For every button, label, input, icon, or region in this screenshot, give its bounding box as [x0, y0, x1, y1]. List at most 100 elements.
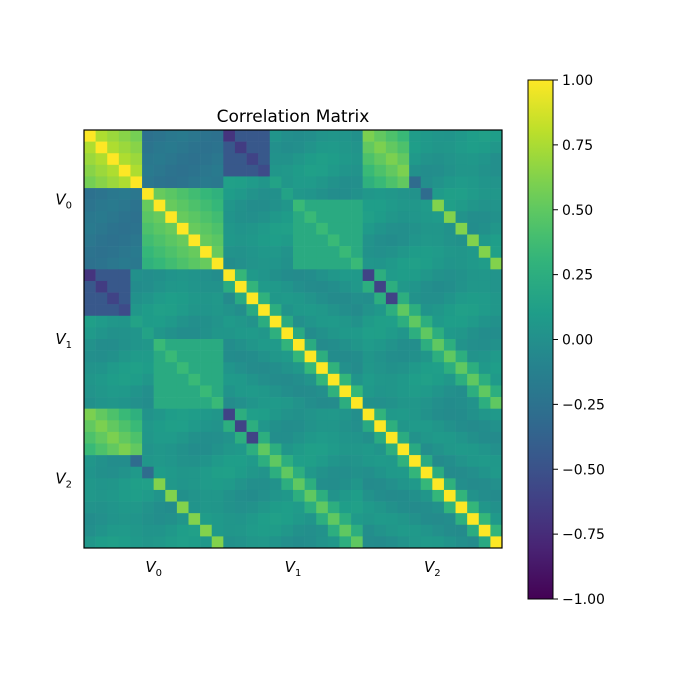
heatmap-frame	[83, 129, 503, 549]
heatmap-cell	[409, 513, 422, 526]
heatmap-cell	[490, 489, 503, 502]
heatmap-cell	[165, 141, 178, 154]
heatmap-cell	[467, 489, 480, 502]
heatmap-cell	[118, 443, 131, 456]
heatmap-cell	[188, 269, 201, 282]
heatmap-cell	[95, 524, 108, 537]
heatmap-cell	[351, 188, 363, 200]
heatmap-cell	[374, 234, 387, 247]
heatmap-cell	[397, 455, 410, 468]
heatmap-cell	[258, 501, 271, 514]
heatmap-cell	[327, 339, 340, 351]
heatmap-cell	[339, 455, 352, 468]
heatmap-cell	[316, 304, 329, 317]
heatmap-cell	[455, 455, 468, 468]
y-axis-ticks: V0 V1 V2	[55, 191, 72, 491]
heatmap-cell	[200, 153, 213, 166]
heatmap-cell	[490, 141, 503, 154]
heatmap-cell	[118, 327, 131, 340]
heatmap-cell	[409, 466, 422, 479]
heatmap-cell	[443, 292, 456, 305]
heatmap-cell	[281, 501, 294, 514]
heatmap-cell	[339, 443, 352, 456]
heatmap-cell	[467, 350, 480, 363]
heatmap-cell	[234, 455, 247, 468]
heatmap-cell	[467, 385, 480, 398]
heatmap-cell	[258, 385, 271, 398]
heatmap-cell	[188, 234, 201, 247]
heatmap-cell	[304, 304, 317, 317]
heatmap-cell	[478, 315, 491, 328]
heatmap-cell	[339, 501, 352, 514]
heatmap-cell	[432, 164, 445, 177]
heatmap-cell	[467, 443, 480, 456]
heatmap-cell	[165, 292, 178, 305]
heatmap-cell	[130, 397, 143, 409]
heatmap-cell	[385, 141, 398, 154]
heatmap-cell	[223, 339, 236, 351]
heatmap-cell	[467, 188, 480, 200]
heatmap-cell	[304, 211, 317, 224]
heatmap-cell	[339, 373, 352, 386]
heatmap-cell	[107, 513, 120, 526]
heatmap-cell	[130, 524, 143, 537]
heatmap-cell	[327, 373, 340, 386]
heatmap-cell	[490, 222, 503, 235]
heatmap-cell	[153, 489, 166, 502]
heatmap-cell	[153, 524, 166, 537]
heatmap-cell	[200, 489, 213, 502]
heatmap-cell	[107, 350, 120, 363]
heatmap-cell	[142, 269, 154, 282]
heatmap-cell	[142, 397, 154, 409]
heatmap-cell	[339, 199, 352, 212]
heatmap-cell	[385, 304, 398, 317]
heatmap-cell	[316, 513, 329, 526]
heatmap-cell	[142, 234, 154, 247]
heatmap-cell	[200, 420, 213, 433]
heatmap-cell	[293, 234, 305, 247]
heatmap-cell	[316, 397, 329, 409]
heatmap-cell	[374, 362, 387, 375]
heatmap-cell	[304, 246, 317, 259]
heatmap-cell	[234, 489, 247, 502]
heatmap-cell	[95, 211, 108, 224]
heatmap-cell	[234, 176, 247, 189]
heatmap-cell	[293, 269, 305, 282]
heatmap-cell	[443, 304, 456, 317]
heatmap-cell	[385, 408, 398, 421]
heatmap-cell	[397, 373, 410, 386]
heatmap-cell	[118, 362, 131, 375]
heatmap-cell	[258, 373, 271, 386]
heatmap-cell	[84, 385, 96, 398]
heatmap-cell	[246, 199, 259, 212]
heatmap-cell	[304, 339, 317, 351]
heatmap-cell	[269, 257, 282, 270]
heatmap-cell	[443, 443, 456, 456]
heatmap-cell	[304, 292, 317, 305]
heatmap-cell	[118, 257, 131, 270]
heatmap-cell	[84, 211, 96, 224]
heatmap-cell	[84, 222, 96, 235]
heatmap-cell	[223, 176, 236, 189]
heatmap-cell	[142, 443, 154, 456]
heatmap-cell	[362, 130, 375, 142]
heatmap-cell	[269, 269, 282, 282]
heatmap-cell	[200, 164, 213, 177]
heatmap-cell	[478, 292, 491, 305]
heatmap-cell	[478, 164, 491, 177]
heatmap-cell	[176, 153, 189, 166]
heatmap-cell	[188, 257, 201, 270]
heatmap-cell	[200, 280, 213, 293]
heatmap-cell	[432, 153, 445, 166]
heatmap-cell	[409, 199, 422, 212]
heatmap-cell	[397, 513, 410, 526]
heatmap-cell	[409, 327, 422, 340]
heatmap-cell	[362, 420, 375, 433]
heatmap-cell	[397, 339, 410, 351]
heatmap-cell	[95, 478, 108, 491]
heatmap-cell	[478, 513, 491, 526]
heatmap-cell	[351, 489, 363, 502]
heatmap-cell	[269, 327, 282, 340]
heatmap-cell	[269, 397, 282, 409]
heatmap-cell	[223, 141, 236, 154]
